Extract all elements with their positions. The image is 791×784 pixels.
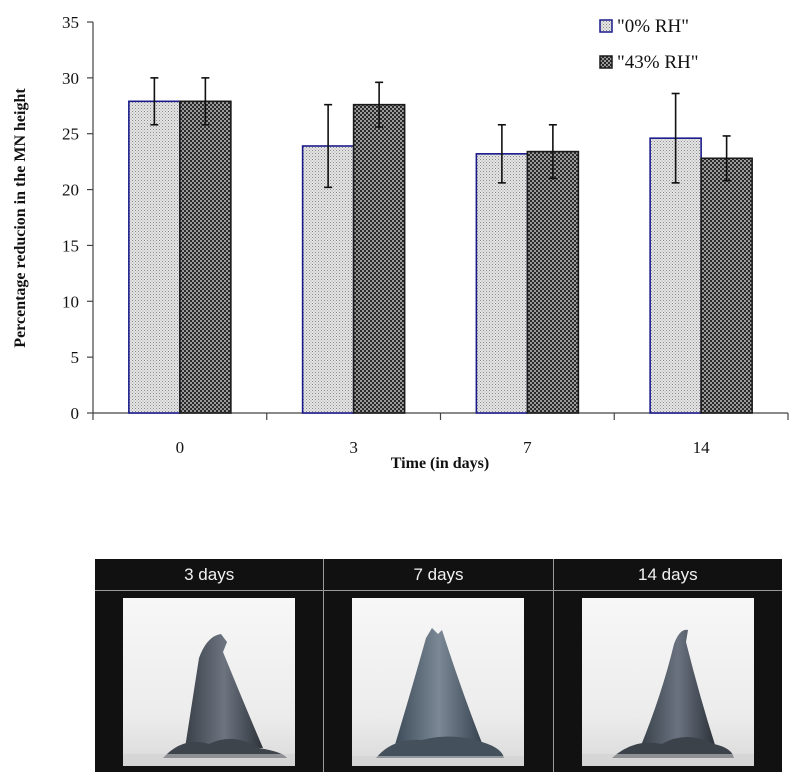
error-bar-series-1-day-0 — [150, 77, 159, 126]
error-bar-series-2-day-3 — [375, 81, 384, 128]
legend: "0% RH" "43% RH" — [599, 16, 698, 73]
microneedle-photo-7-days — [352, 597, 525, 766]
bar-series-1-day-3 — [301, 145, 355, 414]
panel-label: 3 days — [95, 559, 324, 591]
panel-3-days: 3 days — [95, 559, 325, 772]
micrograph-strip: 3 days 7 days — [95, 559, 782, 772]
y-tick-label: 20 — [62, 181, 79, 200]
error-bar-series-1-day-7 — [497, 123, 506, 184]
x-tick-label: 14 — [693, 438, 711, 457]
x-tick-label: 3 — [349, 438, 358, 457]
bar-series-2-day-7 — [526, 150, 580, 414]
error-bar-series-2-day-14 — [722, 135, 731, 182]
microneedle-photo-3-days — [123, 597, 296, 766]
y-tick-label: 35 — [62, 13, 79, 32]
error-bar-series-1-day-3 — [324, 103, 333, 189]
bar-series-2-day-14 — [700, 157, 753, 414]
panel-label: 14 days — [553, 559, 782, 591]
panel-label: 7 days — [324, 559, 553, 591]
y-tick-label: 25 — [62, 125, 79, 144]
error-bar-series-2-day-7 — [548, 123, 557, 180]
y-tick-label: 10 — [62, 292, 79, 311]
microneedle-photo-14-days — [581, 597, 754, 766]
x-tick-label: 0 — [176, 438, 185, 457]
error-bar-series-1-day-14 — [671, 92, 680, 184]
y-axis-title: Percentage reducion in the MN height — [12, 88, 29, 348]
y-tick-label: 30 — [62, 69, 79, 88]
x-tick-label: 7 — [523, 438, 532, 457]
y-tick-label: 0 — [71, 404, 80, 423]
bar-series-1-day-0 — [128, 100, 181, 414]
legend-label-series-1: "0% RH" — [617, 16, 689, 37]
bar-series-2-day-3 — [352, 103, 406, 414]
bar-series-1-day-7 — [475, 153, 529, 414]
legend-swatch-series-2 — [599, 55, 613, 69]
panel-7-days: 7 days — [324, 559, 554, 772]
y-tick-label: 5 — [71, 348, 80, 367]
legend-label-series-2: "43% RH" — [617, 52, 698, 73]
bar-series-2-day-0 — [179, 100, 232, 414]
bar-chart: 0 5 10 15 20 25 30 35 0 3 7 14 Time (in days) Perce… — [12, 13, 789, 472]
y-tick-label: 15 — [62, 236, 79, 255]
error-bar-series-2-day-0 — [201, 77, 210, 126]
panel-14-days: 14 days — [553, 559, 782, 772]
chart-bars — [128, 100, 753, 414]
x-axis-title: Time (in days) — [391, 455, 489, 472]
legend-swatch-series-1 — [599, 19, 613, 33]
chart-error-bars — [150, 77, 731, 189]
